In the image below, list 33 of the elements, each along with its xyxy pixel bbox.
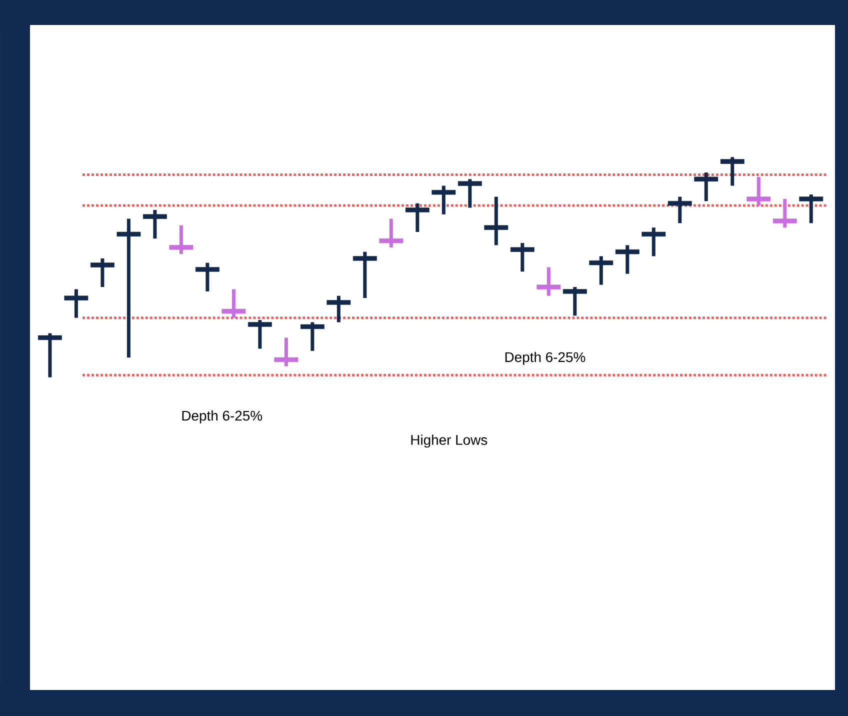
candlestick (589, 256, 614, 285)
candlestick (379, 218, 404, 248)
candlestick (248, 320, 272, 349)
candlestick (746, 176, 771, 206)
candlestick (405, 203, 430, 232)
candlestick (432, 186, 456, 214)
candlestick (642, 228, 666, 256)
candlestick (536, 267, 561, 296)
candlestick (720, 157, 744, 186)
candlestick (38, 333, 62, 378)
candlestick (615, 245, 640, 274)
candlestick (169, 225, 194, 254)
candlestick (510, 242, 534, 272)
annotation: Depth 6-25% (505, 352, 586, 365)
text: Higher Lows (411, 434, 488, 448)
text: Depth 6-25% (182, 410, 262, 424)
candlestick (142, 210, 167, 239)
candlestick (326, 296, 351, 322)
candlestick (274, 338, 298, 366)
candlestick (352, 252, 377, 298)
candlestick (799, 194, 824, 224)
candlestick (772, 198, 797, 228)
candlestick (300, 322, 324, 351)
candlestick (90, 258, 114, 288)
candlestick (222, 289, 246, 318)
candlestick (116, 218, 141, 358)
candlestick (562, 287, 587, 316)
candlestick (195, 262, 220, 292)
candlestick (458, 179, 482, 208)
candlestick (484, 196, 508, 246)
candlestick (668, 196, 692, 224)
candlestick (694, 172, 718, 202)
candlestick (64, 289, 88, 318)
